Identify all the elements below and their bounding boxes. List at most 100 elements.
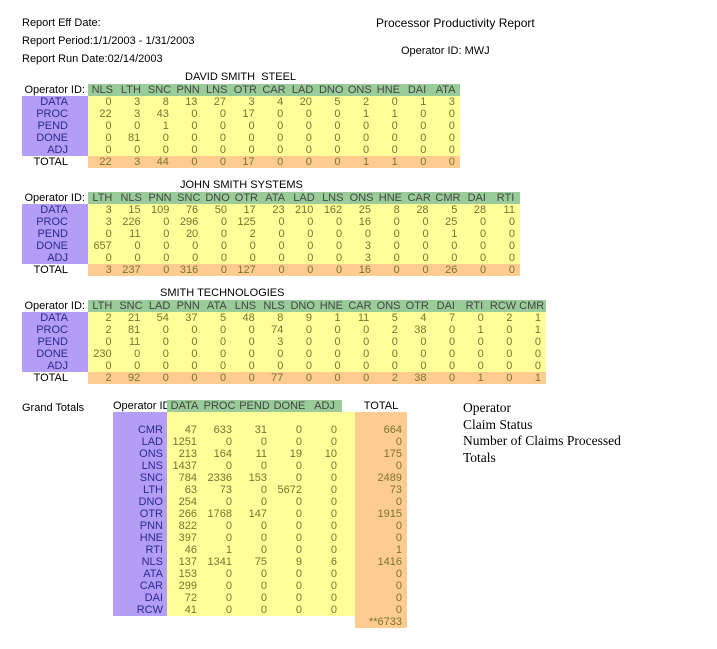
claim-count-cell: 0 bbox=[460, 348, 489, 360]
gap-cell bbox=[355, 412, 407, 424]
filler-cell bbox=[342, 532, 355, 544]
total-count-cell: 0 bbox=[231, 372, 260, 384]
operator-column-header: RTI bbox=[460, 300, 489, 312]
claim-count-cell: 0 bbox=[145, 132, 174, 144]
claim-count-cell: 0 bbox=[347, 228, 376, 240]
operator-column-header: SNC bbox=[116, 300, 146, 312]
grand-total-cell: 175 bbox=[355, 448, 407, 460]
table-row: DNO 254 0 0 0 0 0 bbox=[113, 496, 407, 508]
legend-item-claims-processed: Number of Claims Processed bbox=[431, 433, 621, 450]
grand-count-cell: 0 bbox=[237, 496, 272, 508]
grand-count-cell: 0 bbox=[202, 592, 237, 604]
operator-column-header: LAD bbox=[145, 300, 174, 312]
claim-count-cell: 4 bbox=[259, 96, 289, 108]
claim-count-cell: 0 bbox=[88, 120, 117, 132]
operator-column-header: NLS bbox=[116, 192, 146, 204]
grand-count-cell: 784 bbox=[167, 472, 202, 484]
claim-count-cell: 0 bbox=[433, 240, 463, 252]
claim-count-cell: 226 bbox=[116, 216, 146, 228]
claim-count-cell: 0 bbox=[317, 348, 346, 360]
grand-count-cell: 0 bbox=[307, 520, 342, 532]
claim-count-cell: 0 bbox=[202, 108, 232, 120]
claim-count-cell: 3 bbox=[347, 252, 376, 264]
claim-count-cell: 0 bbox=[231, 144, 260, 156]
claim-count-cell: 28 bbox=[462, 204, 492, 216]
grand-count-cell: 0 bbox=[237, 484, 272, 496]
table-title-john-smith-systems: JOHN SMITH SYSTEMS bbox=[180, 179, 303, 191]
operator-column-header: DNO bbox=[316, 84, 346, 96]
filler-cell bbox=[342, 580, 355, 592]
table-row: PNN 822 0 0 0 0 0 bbox=[113, 520, 407, 532]
total-count-cell: 3 bbox=[88, 264, 117, 276]
grand-count-cell: 0 bbox=[272, 508, 307, 520]
claim-count-cell: 0 bbox=[260, 252, 290, 264]
grand-count-cell: 0 bbox=[237, 580, 272, 592]
claim-count-cell: 4 bbox=[402, 312, 432, 324]
grand-totals-table: Operator ID DATA PROC PEND DONE ADJ TOTAL CMR 47… bbox=[113, 400, 407, 628]
claim-count-cell: 0 bbox=[88, 96, 117, 108]
operator-column-header: DNO bbox=[288, 300, 317, 312]
claim-count-cell: 8 bbox=[145, 96, 174, 108]
claim-count-cell: 9 bbox=[288, 312, 317, 324]
claim-count-cell: 8 bbox=[375, 204, 405, 216]
claim-count-cell: 0 bbox=[462, 240, 492, 252]
claim-count-cell: 38 bbox=[402, 324, 432, 336]
claim-status-label: PEND bbox=[22, 120, 88, 132]
claim-count-cell: 0 bbox=[88, 336, 117, 348]
total-count-cell: 0 bbox=[289, 264, 319, 276]
claim-count-cell: 25 bbox=[433, 216, 463, 228]
claim-count-cell: 0 bbox=[231, 324, 260, 336]
table-row: LNS 1437 0 0 0 0 0 bbox=[113, 460, 407, 472]
total-count-cell: 127 bbox=[231, 264, 261, 276]
claim-status-label: DATA bbox=[22, 312, 88, 324]
claim-status-label: DONE bbox=[22, 348, 88, 360]
claim-status-label: DONE bbox=[22, 240, 88, 252]
total-count-cell: 0 bbox=[288, 156, 317, 168]
claim-count-cell: 0 bbox=[116, 348, 146, 360]
grand-count-cell: 153 bbox=[167, 568, 202, 580]
claim-count-cell: 48 bbox=[231, 312, 260, 324]
operator-id-column-label: Operator ID: bbox=[24, 192, 85, 204]
operator-column-header: ATA bbox=[202, 300, 232, 312]
claim-count-cell: 37 bbox=[173, 312, 203, 324]
operator-column-header: SNC bbox=[174, 192, 204, 204]
total-count-cell: 1 bbox=[460, 372, 489, 384]
grand-totals-label: Grand Totals bbox=[22, 402, 85, 414]
claim-count-cell: 0 bbox=[318, 228, 348, 240]
operator-column-header: ONS bbox=[347, 192, 376, 204]
claim-count-cell: 0 bbox=[145, 216, 175, 228]
table-row: DONE 657 0 0 0 0 0 0 0 0 3 0 0 0 0 0 bbox=[22, 240, 520, 252]
claim-count-cell: 0 bbox=[259, 108, 289, 120]
grand-count-cell: 0 bbox=[307, 592, 342, 604]
claim-count-cell: 0 bbox=[431, 360, 461, 372]
grand-operator-label: OTR bbox=[113, 508, 167, 520]
claim-count-cell: 17 bbox=[231, 108, 260, 120]
table-row: DATA 0 3 8 13 27 3 4 20 5 2 0 1 3 bbox=[22, 96, 460, 108]
claim-count-cell: 0 bbox=[116, 240, 146, 252]
claim-count-cell: 0 bbox=[231, 348, 260, 360]
claim-count-cell: 1 bbox=[374, 108, 403, 120]
grand-count-cell: 0 bbox=[272, 604, 307, 616]
total-count-cell: 316 bbox=[174, 264, 204, 276]
claim-count-cell: 2 bbox=[488, 312, 518, 324]
table-row: TOTAL 2 92 0 0 0 0 77 0 0 0 2 38 0 1 0 1 bbox=[22, 372, 546, 384]
claim-count-cell: 0 bbox=[289, 240, 319, 252]
table-row: RTI 46 1 0 0 0 1 bbox=[113, 544, 407, 556]
gap-cell bbox=[237, 412, 272, 424]
claim-count-cell: 2 bbox=[231, 228, 261, 240]
table-row: NLS 137 1341 75 9 6 1416 bbox=[113, 556, 407, 568]
totals-color-swatch bbox=[431, 451, 453, 464]
grand-count-cell: 0 bbox=[272, 472, 307, 484]
total-count-cell: 1 bbox=[374, 156, 403, 168]
claim-count-cell: 0 bbox=[289, 252, 319, 264]
total-count-cell: 0 bbox=[316, 156, 346, 168]
grand-count-cell: 0 bbox=[307, 424, 342, 436]
claim-count-cell: 0 bbox=[288, 144, 317, 156]
claim-count-cell: 0 bbox=[316, 132, 346, 144]
grand-count-cell: 0 bbox=[272, 436, 307, 448]
grand-count-cell: 0 bbox=[307, 568, 342, 580]
grand-count-cell: 0 bbox=[237, 592, 272, 604]
claim-count-cell: 0 bbox=[259, 348, 289, 360]
claim-count-cell: 0 bbox=[345, 336, 375, 348]
